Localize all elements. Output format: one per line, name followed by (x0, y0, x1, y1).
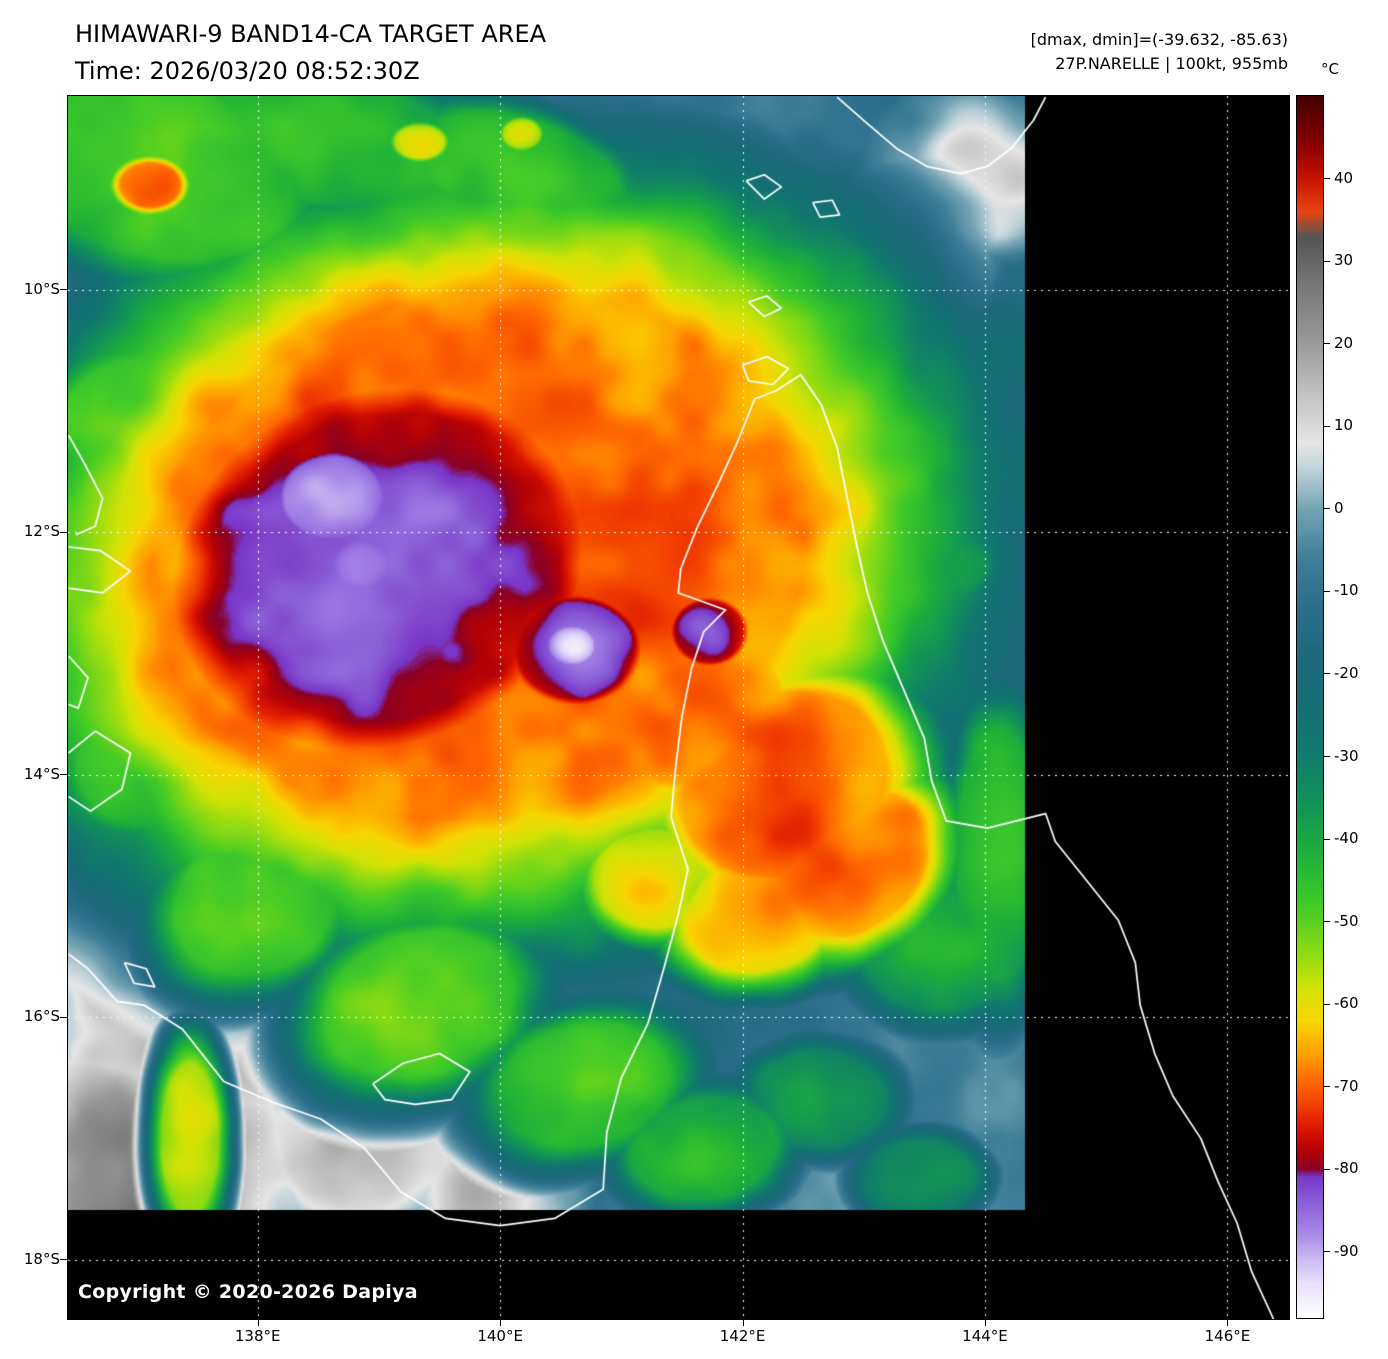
lon-tick-mark (257, 1319, 259, 1326)
lat-tick-label: 18°S (23, 1249, 60, 1268)
colorbar-tick-label: -80 (1334, 1159, 1359, 1178)
lat-tick-label: 10°S (23, 279, 60, 298)
satellite-ir-map-canvas (67, 95, 1290, 1320)
lat-tick-mark (60, 289, 67, 291)
colorbar-tick-label: 40 (1334, 168, 1354, 187)
colorbar-tick-mark (1324, 260, 1330, 262)
colorbar-tick-mark (1324, 343, 1330, 345)
range-annotation: [dmax, dmin]=(-39.632, -85.63) (1030, 30, 1288, 49)
colorbar-tick-mark (1324, 1003, 1330, 1005)
colorbar-tick-label: -10 (1334, 581, 1359, 600)
lon-tick-mark (500, 1319, 502, 1326)
lon-tick-label: 142°E (719, 1327, 766, 1345)
timestamp-line: Time: 2026/03/20 08:52:30Z (75, 57, 420, 85)
lat-tick-label: 14°S (23, 764, 60, 783)
colorbar-tick-mark (1324, 178, 1330, 180)
colorbar-unit-label: °C (1321, 60, 1339, 78)
lon-tick-label: 146°E (1204, 1327, 1251, 1345)
lon-tick-mark (984, 1319, 986, 1326)
colorbar-tick-mark (1324, 1168, 1330, 1170)
colorbar-canvas (1296, 95, 1324, 1319)
page-title: HIMAWARI-9 BAND14-CA TARGET AREA (75, 20, 547, 48)
title-block: HIMAWARI-9 BAND14-CA TARGET AREA Time: 2… (75, 16, 546, 90)
colorbar-tick-label: -60 (1334, 994, 1359, 1013)
colorbar-tick-mark (1324, 1086, 1330, 1088)
lon-tick-label: 138°E (234, 1327, 281, 1345)
colorbar-tick-mark (1324, 756, 1330, 758)
colorbar-tick-mark (1324, 590, 1330, 592)
lon-tick-mark (1227, 1319, 1229, 1326)
colorbar-tick-label: 30 (1334, 251, 1354, 270)
colorbar-tick-mark (1324, 508, 1330, 510)
lat-tick-label: 12°S (23, 522, 60, 541)
colorbar-tick-label: 10 (1334, 416, 1354, 435)
lon-tick-label: 140°E (477, 1327, 523, 1345)
colorbar-tick-mark (1324, 1251, 1330, 1253)
colorbar-tick-mark (1324, 425, 1330, 427)
colorbar-tick-label: 0 (1334, 498, 1344, 517)
colorbar-tick-label: -20 (1334, 663, 1359, 682)
colorbar-tick-label: -30 (1334, 746, 1359, 765)
colorbar-tick-mark (1324, 921, 1330, 923)
copyright-text: Copyright © 2020-2026 Dapiya (78, 1281, 418, 1303)
colorbar-tick-label: -70 (1334, 1076, 1359, 1095)
storm-annotation: 27P.NARELLE | 100kt, 955mb (1055, 54, 1288, 73)
colorbar-tick-label: 20 (1334, 333, 1354, 352)
lat-tick-mark (60, 774, 67, 776)
lat-tick-mark (60, 1259, 67, 1261)
colorbar-tick-label: -90 (1334, 1241, 1359, 1260)
colorbar-tick-label: -50 (1334, 911, 1359, 930)
colorbar-tick-mark (1324, 838, 1330, 840)
lon-tick-mark (742, 1319, 744, 1326)
lon-tick-label: 144°E (962, 1327, 1008, 1345)
lat-tick-mark (60, 1016, 67, 1018)
annotation-block: [dmax, dmin]=(-39.632, -85.63) 27P.NAREL… (1031, 28, 1288, 76)
lat-tick-label: 16°S (23, 1007, 60, 1026)
lat-tick-mark (60, 531, 67, 533)
colorbar-tick-label: -40 (1334, 829, 1359, 848)
colorbar-tick-mark (1324, 673, 1330, 675)
